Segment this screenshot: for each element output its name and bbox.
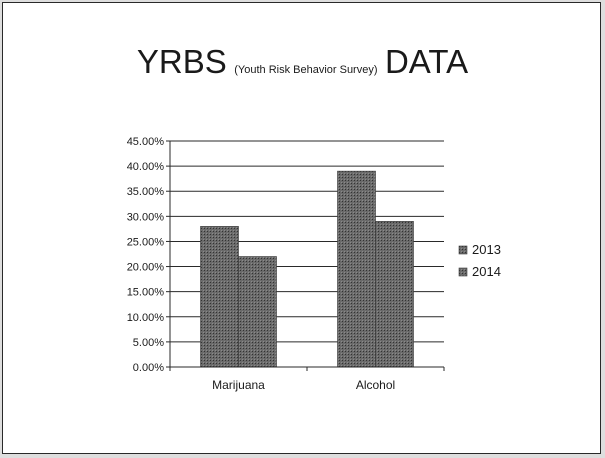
y-tick-label: 35.00% <box>127 186 165 198</box>
y-tick-label: 40.00% <box>127 161 165 173</box>
y-tick-label: 30.00% <box>127 211 165 223</box>
x-category-label: Alcohol <box>356 378 395 392</box>
bar-alcohol-2013 <box>337 170 376 368</box>
bars <box>200 170 414 368</box>
axes: 0.00% 5.00% 10.00% 15.00% 20.00% 25.00% 30.00%… <box>127 136 445 392</box>
legend-label-2014: 2014 <box>472 264 501 279</box>
x-category-label: Marijuana <box>212 378 265 392</box>
y-tick-label: 5.00% <box>133 337 164 349</box>
title-main-left: YRBS <box>136 43 227 80</box>
title-subtitle: (Youth Risk Behavior Survey) <box>234 64 378 76</box>
y-tick-label: 10.00% <box>127 312 165 324</box>
bar-alcohol-2014 <box>375 221 414 368</box>
y-tick-label: 20.00% <box>127 262 165 274</box>
title-main-right: DATA <box>384 43 469 80</box>
y-tick-label: 45.00% <box>127 136 165 148</box>
y-tick-label: 15.00% <box>127 287 165 299</box>
slide: YRBS (Youth Risk Behavior Survey) DATA 0… <box>2 2 601 454</box>
bar-marijuana-2014 <box>238 256 277 368</box>
legend: 2013 2014 <box>458 242 501 279</box>
bar-marijuana-2013 <box>200 226 239 368</box>
y-tick-label: 25.00% <box>127 236 165 248</box>
legend-label-2013: 2013 <box>472 242 501 257</box>
slide-title: YRBS (Youth Risk Behavior Survey) DATA <box>3 43 602 81</box>
bar-chart: 0.00% 5.00% 10.00% 15.00% 20.00% 25.00% 30.00%… <box>127 136 501 392</box>
y-tick-label: 0.00% <box>133 362 164 374</box>
legend-swatch-2013 <box>458 245 468 255</box>
legend-swatch-2014 <box>458 267 468 277</box>
